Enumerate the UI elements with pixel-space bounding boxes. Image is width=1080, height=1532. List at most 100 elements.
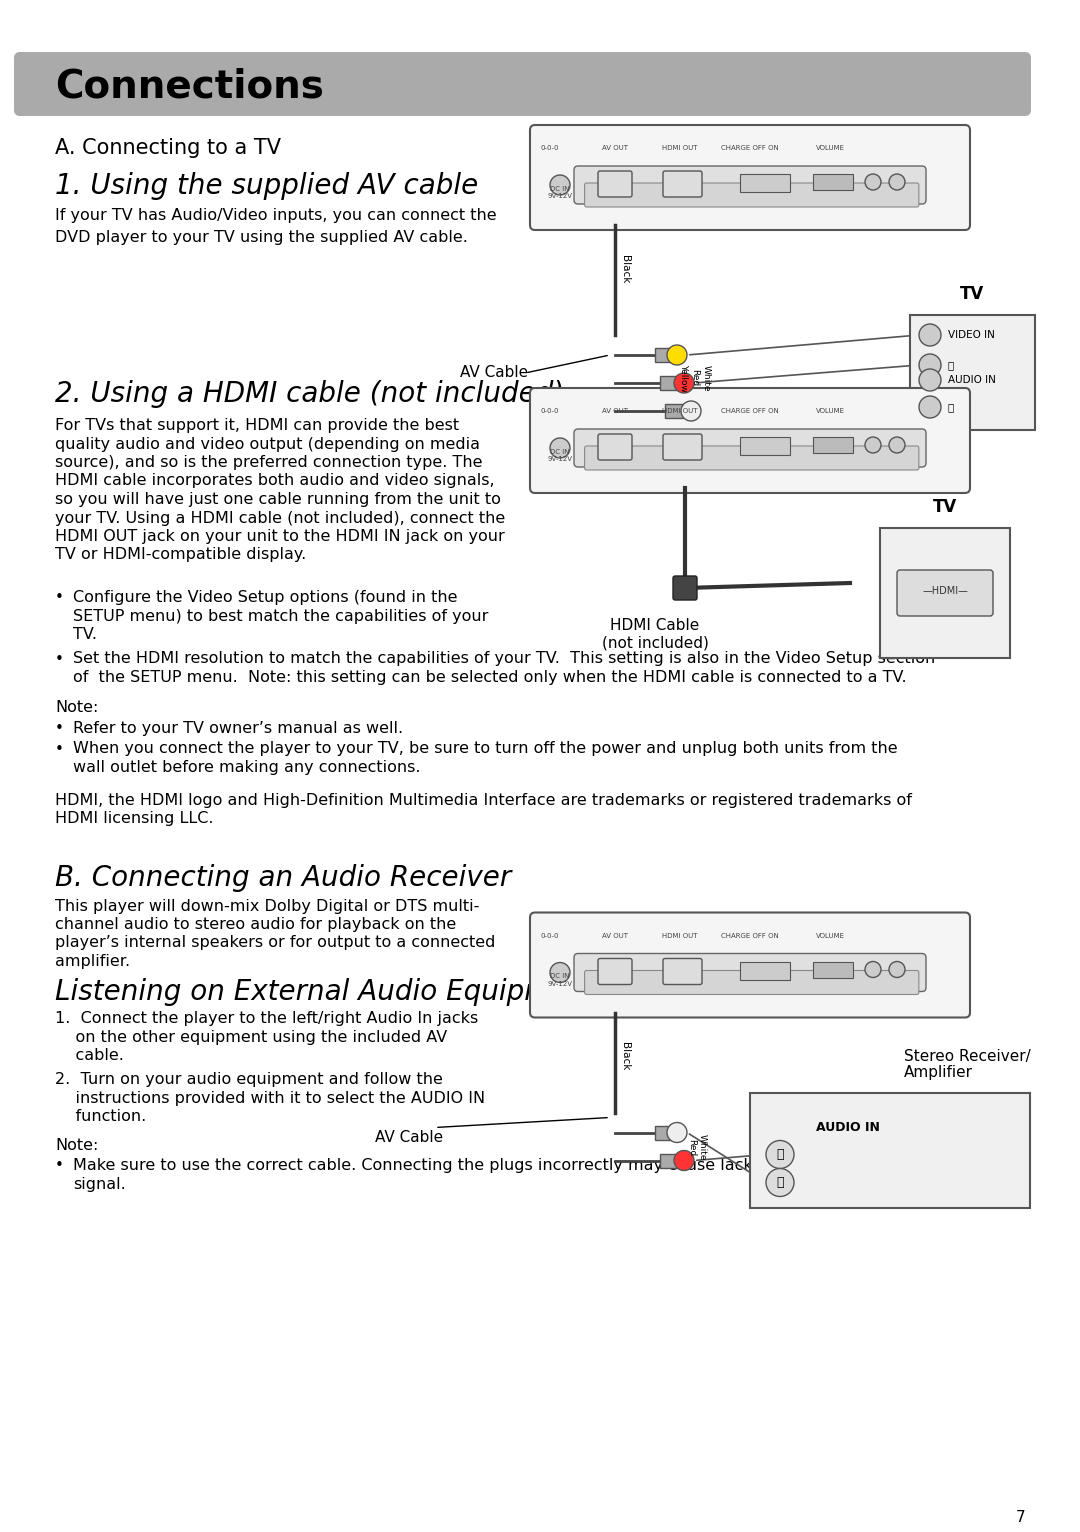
Circle shape — [919, 323, 941, 346]
Text: B. Connecting an Audio Receiver: B. Connecting an Audio Receiver — [55, 864, 511, 893]
Text: AV OUT: AV OUT — [602, 146, 627, 152]
Circle shape — [550, 962, 570, 982]
Bar — [750, 1092, 1030, 1207]
Text: wall outlet before making any connections.: wall outlet before making any connection… — [73, 760, 420, 775]
Text: channel audio to stereo audio for playback on the: channel audio to stereo audio for playba… — [55, 918, 456, 931]
Text: •: • — [55, 590, 64, 605]
Text: instructions provided with it to select the AUDIO IN: instructions provided with it to select … — [55, 1091, 485, 1106]
Circle shape — [766, 1140, 794, 1169]
Text: HDMI OUT: HDMI OUT — [662, 933, 698, 939]
Text: TV or HDMI-compatible display.: TV or HDMI-compatible display. — [55, 547, 307, 562]
Text: HDMI Cable: HDMI Cable — [610, 617, 700, 633]
Bar — [813, 962, 853, 977]
Text: Note:: Note: — [55, 700, 98, 715]
FancyBboxPatch shape — [530, 388, 970, 493]
Circle shape — [865, 962, 881, 977]
Text: 1.  Connect the player to the left/right Audio In jacks: 1. Connect the player to the left/right … — [55, 1011, 478, 1026]
Text: White
Red
Yellow: White Red Yellow — [679, 365, 711, 392]
Text: This player will down-mix Dolby Digital or DTS multi-: This player will down-mix Dolby Digital … — [55, 898, 480, 913]
FancyBboxPatch shape — [584, 970, 919, 994]
Text: AUDIO IN: AUDIO IN — [948, 375, 996, 385]
Text: For TVs that support it, HDMI can provide the best: For TVs that support it, HDMI can provid… — [55, 418, 459, 434]
Text: White
Red: White Red — [687, 1134, 707, 1161]
FancyBboxPatch shape — [598, 959, 632, 985]
Text: TV: TV — [960, 285, 985, 303]
Circle shape — [889, 175, 905, 190]
Text: Black: Black — [620, 254, 630, 283]
FancyBboxPatch shape — [598, 434, 632, 460]
FancyBboxPatch shape — [573, 953, 926, 991]
FancyBboxPatch shape — [663, 172, 702, 198]
Text: 0-0-0: 0-0-0 — [541, 933, 559, 939]
Text: Set the HDMI resolution to match the capabilities of your TV.  This setting is a: Set the HDMI resolution to match the cap… — [73, 651, 935, 666]
Text: 2.  Turn on your audio equipment and follow the: 2. Turn on your audio equipment and foll… — [55, 1072, 443, 1088]
Text: CHARGE OFF ON: CHARGE OFF ON — [721, 146, 779, 152]
Text: cable.: cable. — [55, 1048, 124, 1063]
Circle shape — [919, 395, 941, 418]
Text: quality audio and video output (depending on media: quality audio and video output (dependin… — [55, 437, 480, 452]
Text: Listening on External Audio Equipment: Listening on External Audio Equipment — [55, 977, 597, 1005]
Text: AV OUT: AV OUT — [602, 933, 627, 939]
Text: CHARGE OFF ON: CHARGE OFF ON — [721, 408, 779, 414]
Text: Ⓛ: Ⓛ — [777, 1147, 784, 1161]
FancyBboxPatch shape — [530, 126, 970, 230]
Text: Note:: Note: — [55, 1137, 98, 1152]
Text: •: • — [55, 722, 64, 735]
Circle shape — [889, 962, 905, 977]
Text: —HDMI—: —HDMI— — [922, 587, 968, 596]
Text: AV Cable: AV Cable — [375, 1131, 443, 1146]
Text: •: • — [55, 1158, 64, 1174]
Bar — [654, 348, 673, 362]
Circle shape — [919, 369, 941, 391]
Bar — [740, 175, 789, 192]
Text: DC IN
9V-12V: DC IN 9V-12V — [548, 185, 572, 199]
Text: VOLUME: VOLUME — [815, 146, 845, 152]
Text: HDMI licensing LLC.: HDMI licensing LLC. — [55, 810, 214, 826]
Text: AV Cable: AV Cable — [460, 365, 528, 380]
Text: HDMI OUT jack on your unit to the HDMI IN jack on your: HDMI OUT jack on your unit to the HDMI I… — [55, 529, 504, 544]
Text: AUDIO IN: AUDIO IN — [816, 1121, 880, 1134]
Circle shape — [865, 437, 881, 453]
Text: source), and so is the preferred connection type. The: source), and so is the preferred connect… — [55, 455, 483, 470]
Text: CHARGE OFF ON: CHARGE OFF ON — [721, 933, 779, 939]
Text: so you will have just one cable running from the unit to: so you will have just one cable running … — [55, 492, 501, 507]
Text: TV.: TV. — [73, 627, 97, 642]
Text: your TV. Using a HDMI cable (not included), connect the: your TV. Using a HDMI cable (not include… — [55, 510, 505, 525]
Text: Make sure to use the correct cable. Connecting the plugs incorrectly may cause l: Make sure to use the correct cable. Conn… — [73, 1158, 900, 1174]
FancyBboxPatch shape — [598, 172, 632, 198]
Text: on the other equipment using the included AV: on the other equipment using the include… — [55, 1030, 447, 1045]
Circle shape — [550, 175, 570, 195]
Bar — [880, 529, 1010, 659]
Text: 0-0-0: 0-0-0 — [541, 408, 559, 414]
FancyBboxPatch shape — [673, 576, 697, 601]
Text: Ⓡ: Ⓡ — [777, 1177, 784, 1189]
Text: DC IN
9V-12V: DC IN 9V-12V — [548, 973, 572, 987]
Text: signal.: signal. — [73, 1177, 125, 1192]
FancyBboxPatch shape — [530, 913, 970, 1017]
Text: Connections: Connections — [55, 67, 324, 106]
Text: Refer to your TV owner’s manual as well.: Refer to your TV owner’s manual as well. — [73, 722, 403, 735]
Circle shape — [674, 372, 694, 394]
Text: AV OUT: AV OUT — [602, 408, 627, 414]
Text: VIDEO IN: VIDEO IN — [948, 329, 995, 340]
Bar — [740, 962, 789, 979]
Text: DC IN
9V-12V: DC IN 9V-12V — [548, 449, 572, 463]
FancyBboxPatch shape — [14, 52, 1031, 116]
FancyBboxPatch shape — [663, 959, 702, 985]
Bar — [740, 437, 789, 455]
Circle shape — [919, 354, 941, 375]
Text: When you connect the player to your TV, be sure to turn off the power and unplug: When you connect the player to your TV, … — [73, 741, 897, 757]
Bar — [660, 375, 678, 391]
FancyBboxPatch shape — [897, 570, 993, 616]
FancyBboxPatch shape — [584, 182, 919, 207]
Bar — [813, 175, 853, 190]
Circle shape — [667, 1123, 687, 1143]
Circle shape — [667, 345, 687, 365]
Text: Black: Black — [620, 1042, 630, 1071]
Text: amplifier.: amplifier. — [55, 954, 130, 970]
Circle shape — [889, 437, 905, 453]
Text: player’s internal speakers or for output to a connected: player’s internal speakers or for output… — [55, 936, 496, 950]
Text: (not included): (not included) — [602, 636, 708, 651]
FancyBboxPatch shape — [573, 429, 926, 467]
Text: HDMI cable incorporates both audio and video signals,: HDMI cable incorporates both audio and v… — [55, 473, 495, 489]
